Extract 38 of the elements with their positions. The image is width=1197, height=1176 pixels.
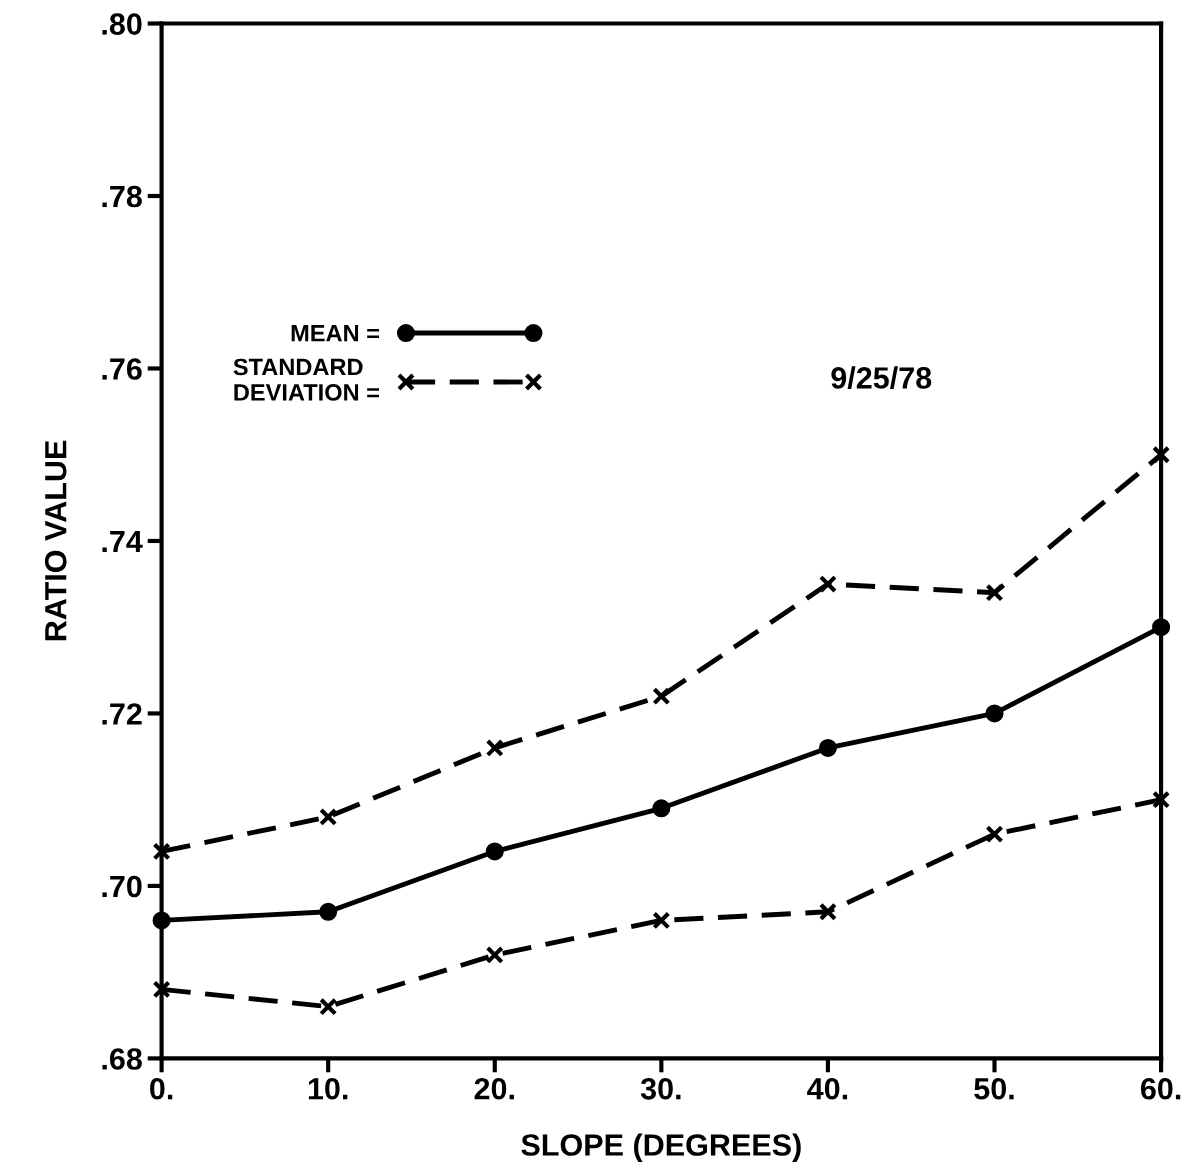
y-tick-label: .78 <box>102 185 142 208</box>
point <box>485 842 504 861</box>
y-axis-title: RATIO VALUE <box>44 440 67 641</box>
point <box>652 687 671 706</box>
y-tick-label: .76 <box>102 358 142 380</box>
point <box>319 807 338 826</box>
point <box>152 842 171 861</box>
point <box>985 825 1004 844</box>
legend-label: MEAN = <box>291 325 380 342</box>
point <box>319 997 338 1016</box>
point <box>1152 445 1171 464</box>
point <box>485 738 504 757</box>
point <box>985 704 1004 723</box>
y-tick-label: .80 <box>102 13 142 35</box>
point <box>652 799 671 818</box>
point <box>818 575 837 594</box>
x-tick-label: 60. <box>1140 1077 1181 1100</box>
x-tick-label: 50. <box>974 1077 1014 1100</box>
x-axis-title: SLOPE (DEGREES) <box>521 1133 801 1162</box>
y-tick-label: .74 <box>102 531 143 553</box>
annotation: 9/25/78 <box>831 366 932 390</box>
x-tick-label: 40. <box>807 1077 848 1100</box>
x-tick-label: 30. <box>640 1077 681 1100</box>
y-tick-label: .72 <box>102 703 142 725</box>
y-tick-label: .70 <box>102 875 142 898</box>
x-tick-label: 20. <box>474 1077 514 1100</box>
legend-label: STANDARD DEVIATION = <box>233 358 380 401</box>
point <box>1152 790 1171 809</box>
point <box>319 902 338 921</box>
point <box>485 945 504 964</box>
x-tick-label: 10. <box>308 1077 348 1100</box>
x-tick-label: 0. <box>150 1077 173 1100</box>
point <box>652 911 671 930</box>
point <box>985 583 1004 602</box>
point <box>818 738 837 757</box>
y-tick-label: .68 <box>102 1048 142 1070</box>
point <box>818 902 837 921</box>
point <box>152 980 171 999</box>
